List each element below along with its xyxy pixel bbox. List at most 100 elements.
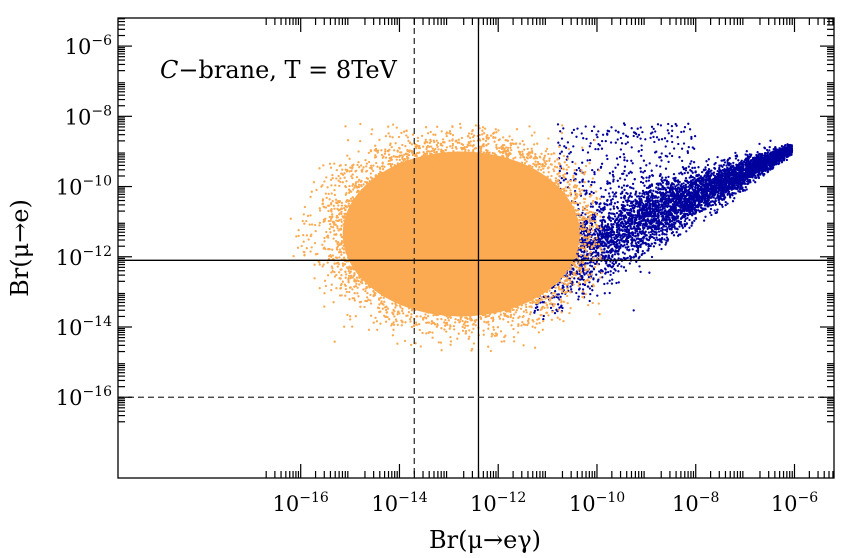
scatter-point-blue — [643, 251, 646, 255]
scatter-point-blue — [655, 233, 658, 236]
scatter-point-blue — [751, 166, 754, 170]
scatter-point-blue — [582, 232, 585, 235]
scatter-point-blue — [639, 180, 643, 184]
scatter-point-blue — [657, 230, 661, 233]
scatter-point-blue — [761, 154, 764, 157]
scatter-point-blue — [557, 283, 560, 286]
scatter-point-blue — [635, 230, 639, 233]
scatter-point-blue — [595, 209, 599, 212]
scatter-point-blue — [687, 200, 691, 204]
scatter-point-blue — [671, 182, 675, 186]
scatter-point-blue — [640, 195, 644, 198]
scatter-point-blue — [533, 309, 537, 313]
scatter-point-blue — [650, 212, 653, 215]
scatter-point-blue — [750, 172, 754, 175]
scatter-point-blue — [706, 186, 709, 189]
scatter-point-blue — [684, 184, 687, 187]
scatter-point-blue — [658, 191, 661, 195]
scatter-point-blue — [610, 243, 613, 246]
scatter-point-blue — [583, 234, 586, 237]
scatter-point-blue — [680, 204, 683, 207]
scatter-point-blue — [690, 224, 693, 227]
scatter-point-blue — [625, 243, 629, 246]
scatter-point-blue — [637, 246, 640, 249]
scatter-point-blue — [636, 251, 640, 254]
scatter-point-blue — [756, 173, 759, 177]
scatter-point-blue — [604, 244, 607, 247]
scatter-point-blue — [709, 175, 712, 178]
scatter-point-blue — [652, 236, 656, 240]
scatter-point-blue — [660, 193, 663, 197]
scatter-point-blue — [708, 182, 711, 185]
scatter-point-blue — [663, 238, 666, 241]
scatter-point-blue — [612, 195, 615, 198]
scatter-point-blue — [588, 287, 592, 290]
scatter-point-blue — [737, 165, 740, 168]
scatter-point-blue — [639, 243, 642, 247]
scatter-point-blue — [558, 306, 561, 309]
scatter-point-blue — [646, 217, 649, 221]
scatter-point-blue — [690, 209, 693, 212]
scatter-point-blue — [681, 201, 684, 205]
scatter-point-blue — [625, 236, 629, 240]
scatter-point-blue — [717, 178, 720, 181]
scatter-point-blue — [616, 233, 620, 236]
scatter-point-blue — [756, 161, 759, 164]
scatter-point-blue — [730, 170, 734, 174]
scatter-point-blue — [577, 298, 580, 301]
scatter-point-blue — [600, 221, 604, 224]
scatter-point-blue — [585, 272, 588, 275]
scatter-point-blue — [634, 241, 638, 245]
scatter-point-blue — [635, 195, 639, 198]
scatter-point-blue — [780, 144, 784, 148]
scatter-point-blue — [768, 168, 771, 171]
scatter-point-blue — [736, 175, 740, 179]
scatter-point-blue — [715, 182, 718, 185]
scatter-point-blue — [692, 211, 695, 214]
scatter-point-blue — [693, 176, 696, 180]
scatter-point-blue — [699, 209, 702, 213]
scatter-point-blue — [711, 203, 715, 207]
scatter-point-blue — [709, 211, 712, 214]
scatter-point-blue — [635, 202, 638, 206]
scatter-point-blue — [598, 205, 601, 209]
scatter-point-blue — [605, 203, 608, 206]
scatter-point-blue — [723, 185, 726, 188]
scatter-point-blue — [764, 169, 767, 173]
scatter-point-blue — [583, 221, 586, 224]
scatter-point-blue — [578, 287, 581, 290]
scatter-point-blue — [609, 251, 612, 254]
scatter-point-blue — [621, 240, 624, 243]
scatter-point-blue — [667, 213, 670, 217]
scatter-point-blue — [672, 197, 676, 201]
scatter-point-blue — [712, 173, 715, 177]
scatter-point-blue — [640, 201, 644, 204]
scatter-point-blue — [723, 161, 727, 164]
scatter-point-blue — [732, 161, 735, 165]
scatter-point-blue — [635, 249, 638, 252]
scatter-point-blue — [724, 203, 727, 207]
scatter-point-blue — [678, 180, 681, 184]
scatter-point-blue — [639, 203, 642, 206]
scatter-point-blue — [643, 184, 646, 187]
scatter-point-blue — [713, 209, 716, 212]
scatter-point-blue — [679, 206, 682, 210]
scatter-point-blue — [631, 220, 634, 223]
scatter-point-blue — [623, 217, 626, 220]
scatter-point-blue — [620, 229, 624, 232]
scatter-point-blue — [626, 203, 629, 207]
scatter-point-blue — [751, 176, 754, 179]
scatter-point-blue — [624, 221, 628, 225]
scatter-point-blue — [668, 220, 671, 224]
scatter-point-blue — [606, 270, 610, 274]
scatter-point-blue — [610, 201, 613, 204]
scatter-point-blue — [583, 239, 586, 242]
scatter-point-blue — [592, 251, 595, 254]
scatter-point-blue — [737, 190, 740, 193]
scatter-point-blue — [594, 215, 597, 218]
scatter-point-blue — [698, 195, 701, 198]
scatter-point-blue — [671, 231, 675, 234]
scatter-point-blue — [693, 208, 697, 211]
scatter-point-blue — [646, 211, 649, 214]
scatter-point-blue — [600, 162, 604, 165]
